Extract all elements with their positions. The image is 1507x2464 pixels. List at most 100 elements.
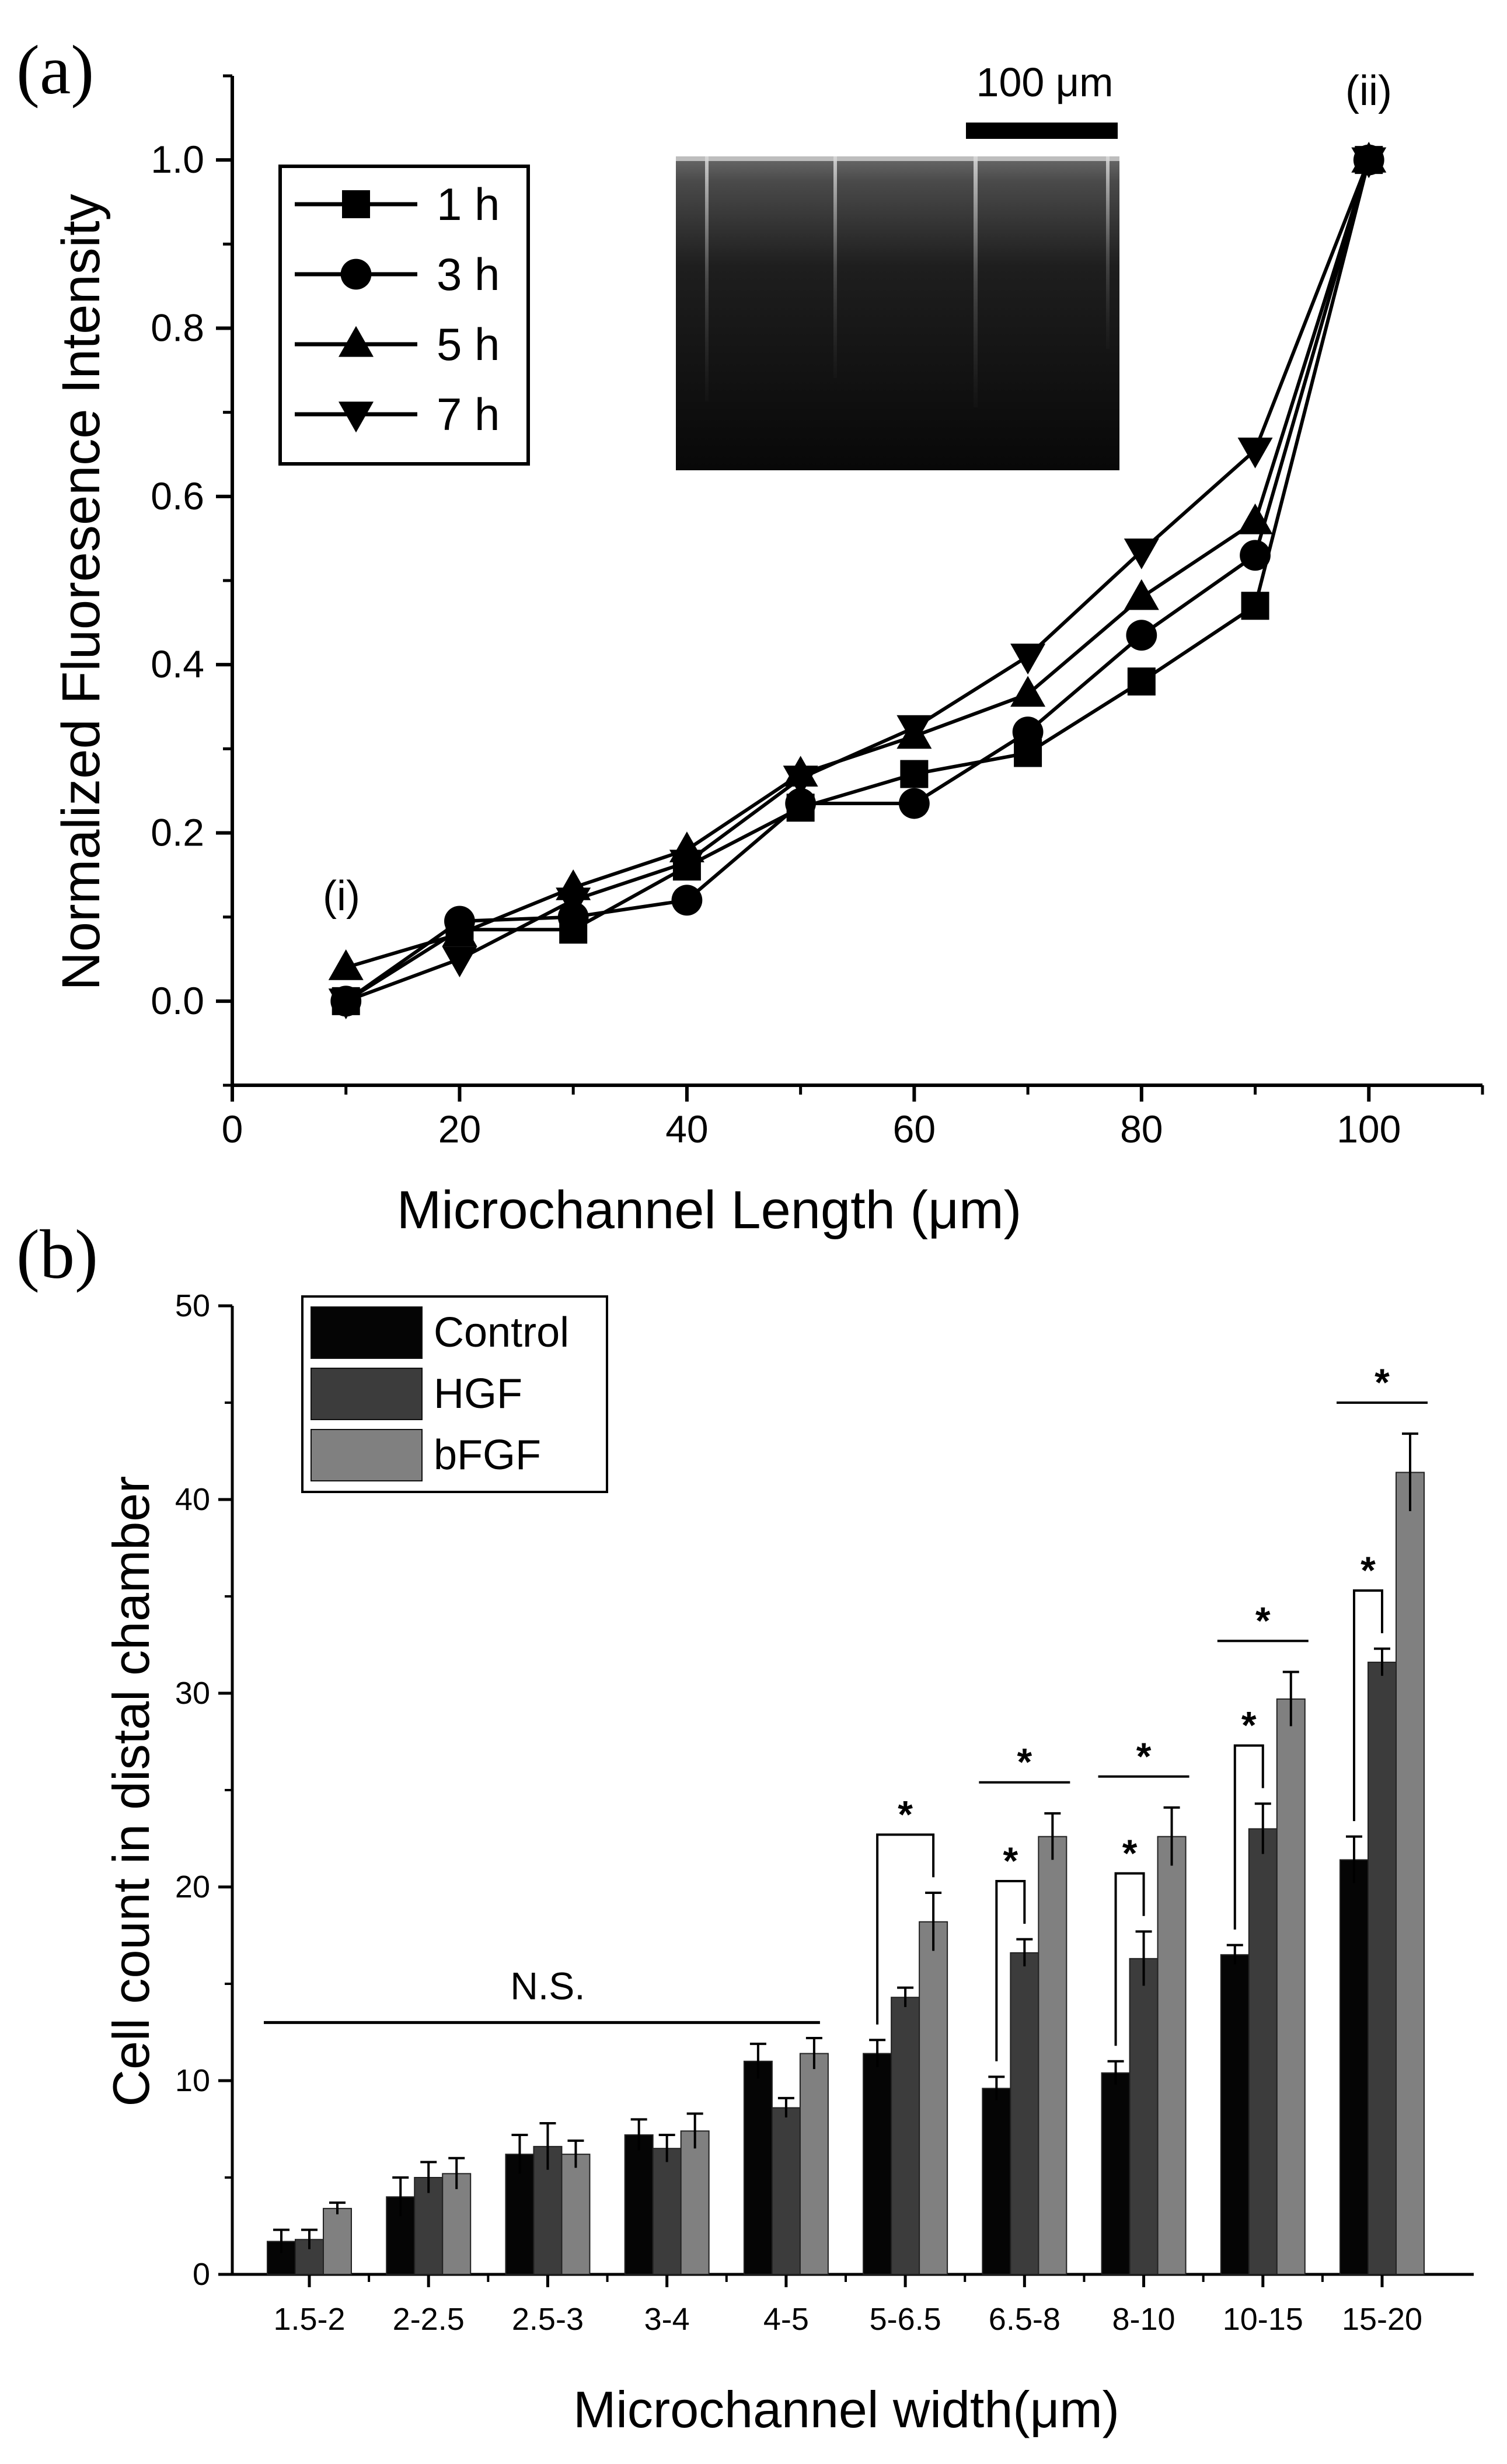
sig-star: * [898,1792,913,1836]
data-point-3h [785,788,817,819]
sig-bracket-10-15 [1233,1744,1264,1930]
chart-b-x-axis-title: Microchannel width(μm) [573,2381,1119,2438]
bar-bFGF-8-10 [1157,1836,1187,2275]
sig-bracket-15-20 [1353,1589,1383,1822]
legend-swatch-bFGF [311,1429,423,1481]
series-line-5h [345,159,1371,970]
data-point-3h [1126,620,1157,651]
sig-star: * [1003,1839,1018,1882]
bar-bFGF-6.5-8 [1038,1836,1068,2275]
chart-b-y-axis-title: Cell count in distal chamber [102,1476,160,2107]
sig-star: * [1122,1832,1138,1875]
bar-bFGF-15-20 [1396,1472,1425,2275]
data-point-7h [669,850,704,881]
sig-star: * [1241,1704,1257,1747]
legend-swatch-HGF [311,1368,423,1420]
legend-label-5h: 5 h [437,319,500,370]
bar-Control-10-15 [1220,1954,1250,2275]
legend-marker-3h [340,258,372,290]
bar-HGF-10-15 [1248,1828,1278,2275]
data-point-7h [1010,644,1046,674]
chart-b-plot: 0 10 20 30 40 50 1.5-2 2-2.5 2.5-3 3-4 4-5 5-6.5 6.5… [175,1288,1474,2337]
legend-marker-7h [339,401,374,433]
legend-label-3h: 3 h [437,249,500,300]
data-point-7h [783,766,818,796]
data-point-5h [1010,676,1046,707]
bar-HGF-15-20 [1368,1661,1397,2275]
bar-bFGF-2.5-3 [561,2154,591,2275]
chart-a-x-tick-label: 0 [222,1107,243,1151]
scale-bar-label: 100 μm [976,60,1114,105]
data-point-5h [442,915,477,947]
bar-Control-4-5 [743,2060,773,2276]
bar-HGF-8-10 [1129,1958,1159,2276]
data-point-7h [1237,437,1273,469]
chart-a-x-tick-label: 60 [893,1107,936,1151]
bar-Control-5-6.5 [863,2053,892,2276]
bar-bFGF-4-5 [799,2053,829,2276]
chart-a-x-tick-label: 100 [1337,1107,1401,1151]
bar-bFGF-1.5-2 [323,2208,352,2276]
chart-b-y-tick-label: 0 [193,2257,210,2292]
chart-b-x-tick-label: 3-4 [644,2302,690,2337]
legend-label-bFGF: bFGF [434,1432,541,1479]
chart-a-y-tick-label: 0.2 [151,811,204,854]
series-line-3h [345,159,1371,1003]
chart-a-y-tick-label: 0.4 [151,642,204,686]
chart-b-x-tick-label: 4-5 [763,2302,809,2337]
sig-star: * [1017,1740,1032,1784]
bar-bFGF-10-15 [1276,1698,1306,2275]
chart-a-x-tick-label: 20 [438,1107,481,1151]
chart-b-y-tick-label: 50 [175,1288,210,1323]
bar-Control-15-20 [1339,1859,1369,2275]
legend-label-7h: 7 h [437,389,500,440]
bar-Control-2.5-3 [505,2154,535,2275]
bar-Control-8-10 [1101,2072,1131,2275]
chart-b-x-tick-label: 6.5-8 [989,2302,1061,2337]
chart-a-y-tick-label: 0.6 [151,474,204,518]
panel-a-label: (a) [16,31,94,109]
annotation-ii: (ii) [1345,68,1392,114]
bar-bFGF-3-4 [680,2130,710,2276]
chart-a-y-tick-label: 0.8 [151,306,204,349]
data-point-3h [898,788,930,819]
bar-HGF-3-4 [652,2148,682,2275]
chart-b-x-tick-label: 1.5-2 [273,2302,345,2337]
bar-bFGF-5-6.5 [919,1921,948,2275]
legend-marker-1h [342,190,370,218]
sig-bracket-6.5-8 [995,1880,1026,2061]
chart-a-y-tick-label: 0.0 [151,979,204,1022]
data-point-3h [671,885,703,916]
sig-star: * [1255,1599,1271,1642]
chart-b-x-tick-label: 5-6.5 [870,2302,941,2337]
sig-star: * [1136,1735,1152,1778]
bar-bFGF-2-2.5 [442,2173,472,2276]
chart-b-x-tick-label: 2-2.5 [393,2302,465,2337]
data-point-1h [900,760,929,788]
fluorescence-inset-image [676,156,1119,470]
chart-b-x-tick-label: 8-10 [1112,2302,1175,2337]
sig-star: * [1375,1361,1390,1404]
legend-label-1h: 1 h [437,179,500,230]
chart-b-y-tick-label: 10 [175,2063,210,2098]
chart-b-x-tick-label: 10-15 [1223,2302,1303,2337]
sig-bracket-5-6.5 [876,1833,935,2025]
chart-a-x-tick-label: 80 [1120,1107,1163,1151]
chart-b-x-tick-label: 15-20 [1342,2302,1422,2337]
chart-b-y-tick-label: 20 [175,1869,210,1904]
bar-HGF-4-5 [771,2107,801,2275]
data-point-7h [328,988,364,1020]
data-point-7h [1124,538,1159,569]
chart-a-plot: 0.0 0.2 0.4 0.6 0.8 1.0 0 20 40 60 80 100 1 h 3 h 5 h 7… [151,74,1484,1151]
chart-b-x-tick-label: 2.5-3 [512,2302,584,2337]
chart-a-y-axis-title: Normalized Fluoresence Intensity [51,194,111,990]
sig-bracket-8-10 [1114,1872,1145,2046]
data-point-7h [556,887,591,919]
series-line-7h [345,159,1371,1003]
data-point-7h [442,946,477,977]
data-point-1h [1241,592,1269,620]
chart-a-y-tick-label: 1.0 [151,138,204,181]
data-point-5h [1237,503,1273,534]
